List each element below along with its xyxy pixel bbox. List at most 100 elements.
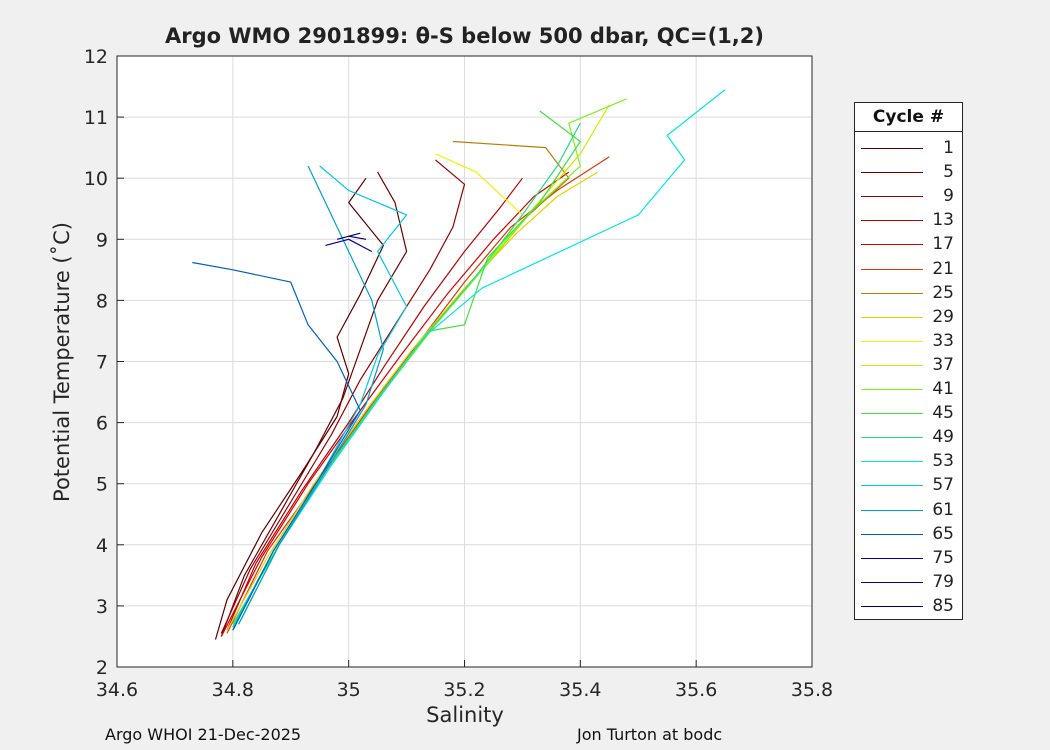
- series-line-cycle-45: [232, 110, 581, 631]
- x-tick-label: 35.8: [791, 679, 833, 701]
- legend-line: [861, 389, 923, 390]
- legend-item: 1: [855, 136, 962, 160]
- legend-line: [861, 437, 923, 439]
- legend-line: [861, 581, 923, 583]
- legend-line: [861, 461, 923, 463]
- footer-source: Argo WHOI 21-Dec-2025: [105, 725, 302, 744]
- y-tick-label: 4: [96, 535, 108, 557]
- x-tick-label: 35: [337, 679, 361, 701]
- legend-label: 21: [932, 258, 954, 279]
- footer-credit: Jon Turton at bodc: [577, 725, 723, 744]
- y-tick-label: 9: [96, 229, 108, 251]
- x-axis-label: Salinity: [426, 703, 504, 727]
- legend-title: Cycle #: [855, 103, 962, 132]
- legend-line: [861, 316, 923, 318]
- legend-label: 25: [932, 282, 954, 303]
- legend-label: 49: [932, 427, 954, 448]
- legend-item: 29: [855, 305, 962, 329]
- legend: Cycle # 1 5 9 13 17 21 25 29 33 37 41 45 49 53 57 61 65 7…: [854, 102, 963, 620]
- legend-line: [861, 533, 923, 535]
- x-tick-label: 34.6: [96, 679, 138, 701]
- y-tick-label: 12: [84, 46, 108, 68]
- y-axis-label: Potential Temperature (˚C): [50, 222, 74, 502]
- legend-line: [861, 485, 923, 487]
- y-tick-label: 2: [96, 657, 108, 679]
- legend-label: 13: [932, 210, 954, 231]
- legend-label: 33: [932, 330, 954, 351]
- y-tick-label: 5: [96, 474, 108, 496]
- legend-item: 53: [855, 449, 962, 473]
- series-line-cycle-29: [226, 171, 599, 631]
- legend-item: 25: [855, 281, 962, 305]
- legend-label: 37: [932, 354, 954, 375]
- x-tick-label: 35.4: [559, 679, 601, 701]
- y-tick-label: 7: [96, 352, 108, 374]
- legend-item: 85: [855, 594, 962, 618]
- legend-item: 13: [855, 208, 962, 232]
- legend-label: 85: [932, 595, 954, 616]
- legend-label: 79: [932, 571, 954, 592]
- legend-item: 41: [855, 377, 962, 401]
- legend-label: 17: [932, 234, 954, 255]
- legend-line: [861, 413, 923, 415]
- legend-label: 65: [932, 523, 954, 544]
- legend-line: [861, 292, 923, 294]
- legend-label: 1: [943, 138, 954, 158]
- axis-ticks: 34.6 34.8 35 35.2 35.4 35.6 35.8 2 3 4 5 6 7 8 9 10 11 12: [84, 46, 833, 701]
- series-line-cycle-85: [348, 235, 367, 240]
- legend-line: [861, 340, 923, 342]
- series-line-cycle-9: [220, 159, 466, 634]
- legend-line: [861, 557, 923, 559]
- legend-item: 21: [855, 257, 962, 281]
- legend-label: 75: [932, 547, 954, 568]
- chart-title: Argo WMO 2901899: θ-S below 500 dbar, QC…: [165, 24, 764, 48]
- legend-line: [861, 244, 923, 246]
- legend-line: [861, 364, 923, 366]
- legend-label: 57: [932, 475, 954, 496]
- legend-item: 5: [855, 160, 962, 184]
- legend-item: 49: [855, 425, 962, 449]
- series-line-cycle-75: [325, 238, 373, 253]
- legend-line: [861, 268, 923, 270]
- legend-item: 79: [855, 570, 962, 594]
- legend-line: [861, 196, 923, 198]
- legend-item: 57: [855, 473, 962, 497]
- legend-item: 37: [855, 353, 962, 377]
- legend-label: 5: [943, 162, 954, 183]
- series-line-cycle-65: [192, 261, 361, 631]
- x-tick-label: 35.6: [675, 679, 717, 701]
- data-series: [192, 89, 726, 640]
- legend-line: [861, 509, 923, 511]
- legend-item: 65: [855, 522, 962, 546]
- legend-label: 61: [932, 499, 954, 520]
- series-line-cycle-17: [220, 171, 570, 637]
- legend-label: 41: [932, 379, 954, 399]
- legend-line: [861, 220, 923, 222]
- series-line-cycle-5: [220, 171, 408, 637]
- y-tick-label: 10: [84, 168, 108, 190]
- legend-label: 9: [943, 186, 954, 207]
- legend-line: [861, 605, 923, 607]
- legend-label: 45: [932, 403, 954, 424]
- x-tick-label: 34.8: [212, 679, 254, 701]
- series-line-cycle-13: [226, 177, 523, 631]
- y-tick-label: 3: [96, 596, 108, 618]
- legend-label: 29: [932, 306, 954, 327]
- y-tick-label: 6: [96, 413, 108, 435]
- legend-label: 53: [932, 451, 954, 472]
- series-line-cycle-1: [214, 177, 384, 640]
- series-line-cycle-53: [238, 89, 726, 625]
- legend-item: 9: [855, 184, 962, 208]
- series-line-cycle-61: [238, 165, 384, 625]
- legend-item: 45: [855, 401, 962, 425]
- x-tick-label: 35.2: [443, 679, 485, 701]
- y-tick-label: 11: [84, 107, 108, 129]
- legend-line: [861, 148, 923, 149]
- legend-item: 61: [855, 498, 962, 522]
- legend-item: 33: [855, 329, 962, 353]
- y-tick-label: 8: [96, 290, 108, 312]
- legend-item: 75: [855, 546, 962, 570]
- legend-item: 17: [855, 232, 962, 256]
- legend-line: [861, 172, 923, 174]
